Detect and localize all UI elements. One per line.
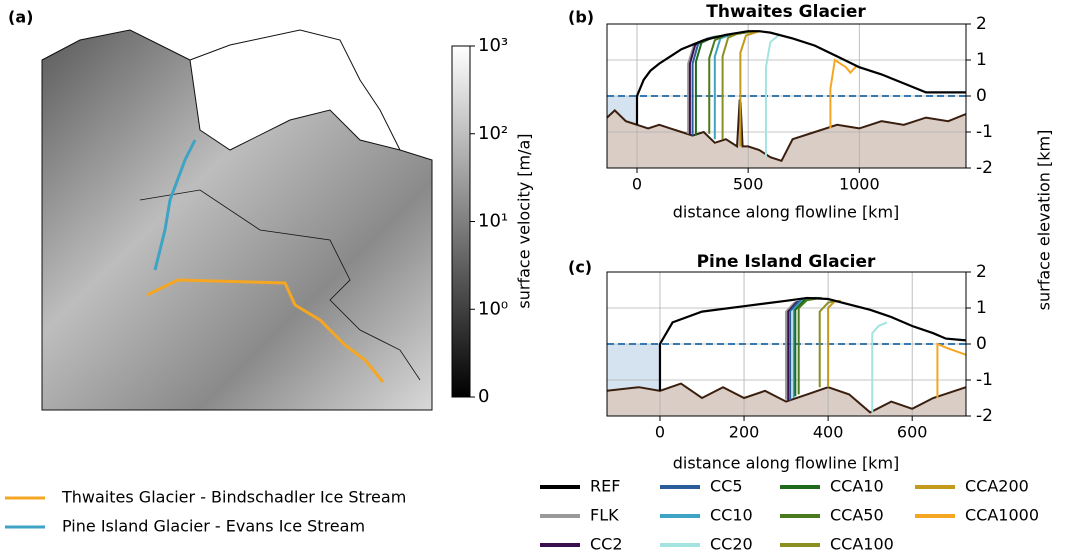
chart-title: Thwaites Glacier	[706, 2, 866, 22]
basin-outline	[139, 189, 421, 381]
bed-area	[607, 99, 966, 168]
y-tick-label: -2	[976, 158, 993, 178]
x-tick-label: 1000	[839, 175, 880, 194]
series-line	[658, 296, 967, 391]
y-tick-label: 0	[976, 334, 987, 354]
legend-label: CCA100	[830, 535, 894, 551]
legend-label: REF	[590, 477, 620, 496]
colorbar-tick-label: 10¹	[478, 211, 508, 232]
y-tick-label: -1	[976, 370, 993, 390]
y-tick-label: 1	[976, 298, 987, 318]
y-tick-label: 2	[976, 262, 987, 282]
colorbar-tick-label: 0	[478, 386, 489, 407]
series-line	[787, 296, 817, 401]
series-line	[829, 58, 858, 129]
x-tick-label: 0	[632, 175, 642, 194]
legend-label: Thwaites Glacier - Bindschadler Ice Stre…	[61, 488, 406, 507]
colorbar	[451, 45, 471, 398]
chart-title: Pine Island Glacier	[697, 252, 876, 272]
legend-label: CCA1000	[965, 506, 1039, 525]
colorbar-tick-label: 10³	[478, 35, 508, 56]
y-tick-label: 1	[976, 50, 987, 70]
plot-area	[606, 271, 967, 417]
flowline	[146, 278, 385, 383]
colorbar-tick-label: 10²	[478, 123, 508, 144]
bed-line	[606, 382, 967, 414]
x-axis-label: distance along flowline [km]	[673, 203, 900, 222]
series-line	[871, 321, 888, 413]
legend-label: CC10	[710, 506, 753, 525]
legend-label: CCA50	[830, 506, 884, 525]
series-line	[818, 299, 837, 388]
legend-label: CC5	[710, 477, 743, 496]
series-line	[936, 342, 967, 398]
series-line	[713, 30, 758, 140]
flowline	[153, 139, 197, 271]
panel-label: (a)	[8, 8, 33, 27]
colorbar-tick-label: 10⁰	[478, 298, 508, 319]
panel-label: (b)	[568, 8, 594, 27]
x-tick-label: 400	[813, 423, 844, 442]
legend-label: CCA10	[830, 477, 884, 496]
legend-label: Pine Island Glacier - Evans Ice Stream	[62, 517, 365, 536]
coastline	[189, 29, 401, 151]
y-tick-label: -1	[976, 122, 993, 142]
legend-label: FLK	[590, 506, 619, 525]
ocean-area	[607, 344, 660, 391]
y-tick-label: 2	[976, 14, 987, 34]
panel-label: (c)	[568, 258, 592, 277]
ocean-area	[607, 96, 638, 125]
y-tick-label: -2	[976, 406, 993, 426]
series-line	[764, 34, 780, 158]
legend-label: CC2	[590, 535, 623, 551]
series-line	[739, 30, 762, 147]
land	[41, 29, 433, 411]
plot-area	[606, 23, 967, 169]
x-tick-label: 0	[655, 423, 665, 442]
legend-label: CC20	[710, 535, 753, 551]
colorbar-label: surface velocity [m/a]	[515, 133, 534, 308]
x-tick-label: 500	[733, 175, 764, 194]
series-line	[708, 30, 757, 134]
x-axis-label: distance along flowline [km]	[673, 454, 900, 473]
bed-area	[607, 383, 966, 416]
series-line	[792, 296, 819, 398]
y-tick-label: 0	[976, 86, 987, 106]
x-tick-label: 200	[729, 423, 760, 442]
series-line	[635, 30, 966, 125]
map	[41, 22, 433, 411]
legend-label: CCA200	[965, 477, 1029, 496]
x-tick-label: 600	[897, 423, 928, 442]
y-axis-label: surface elevation [km]	[1035, 130, 1054, 311]
